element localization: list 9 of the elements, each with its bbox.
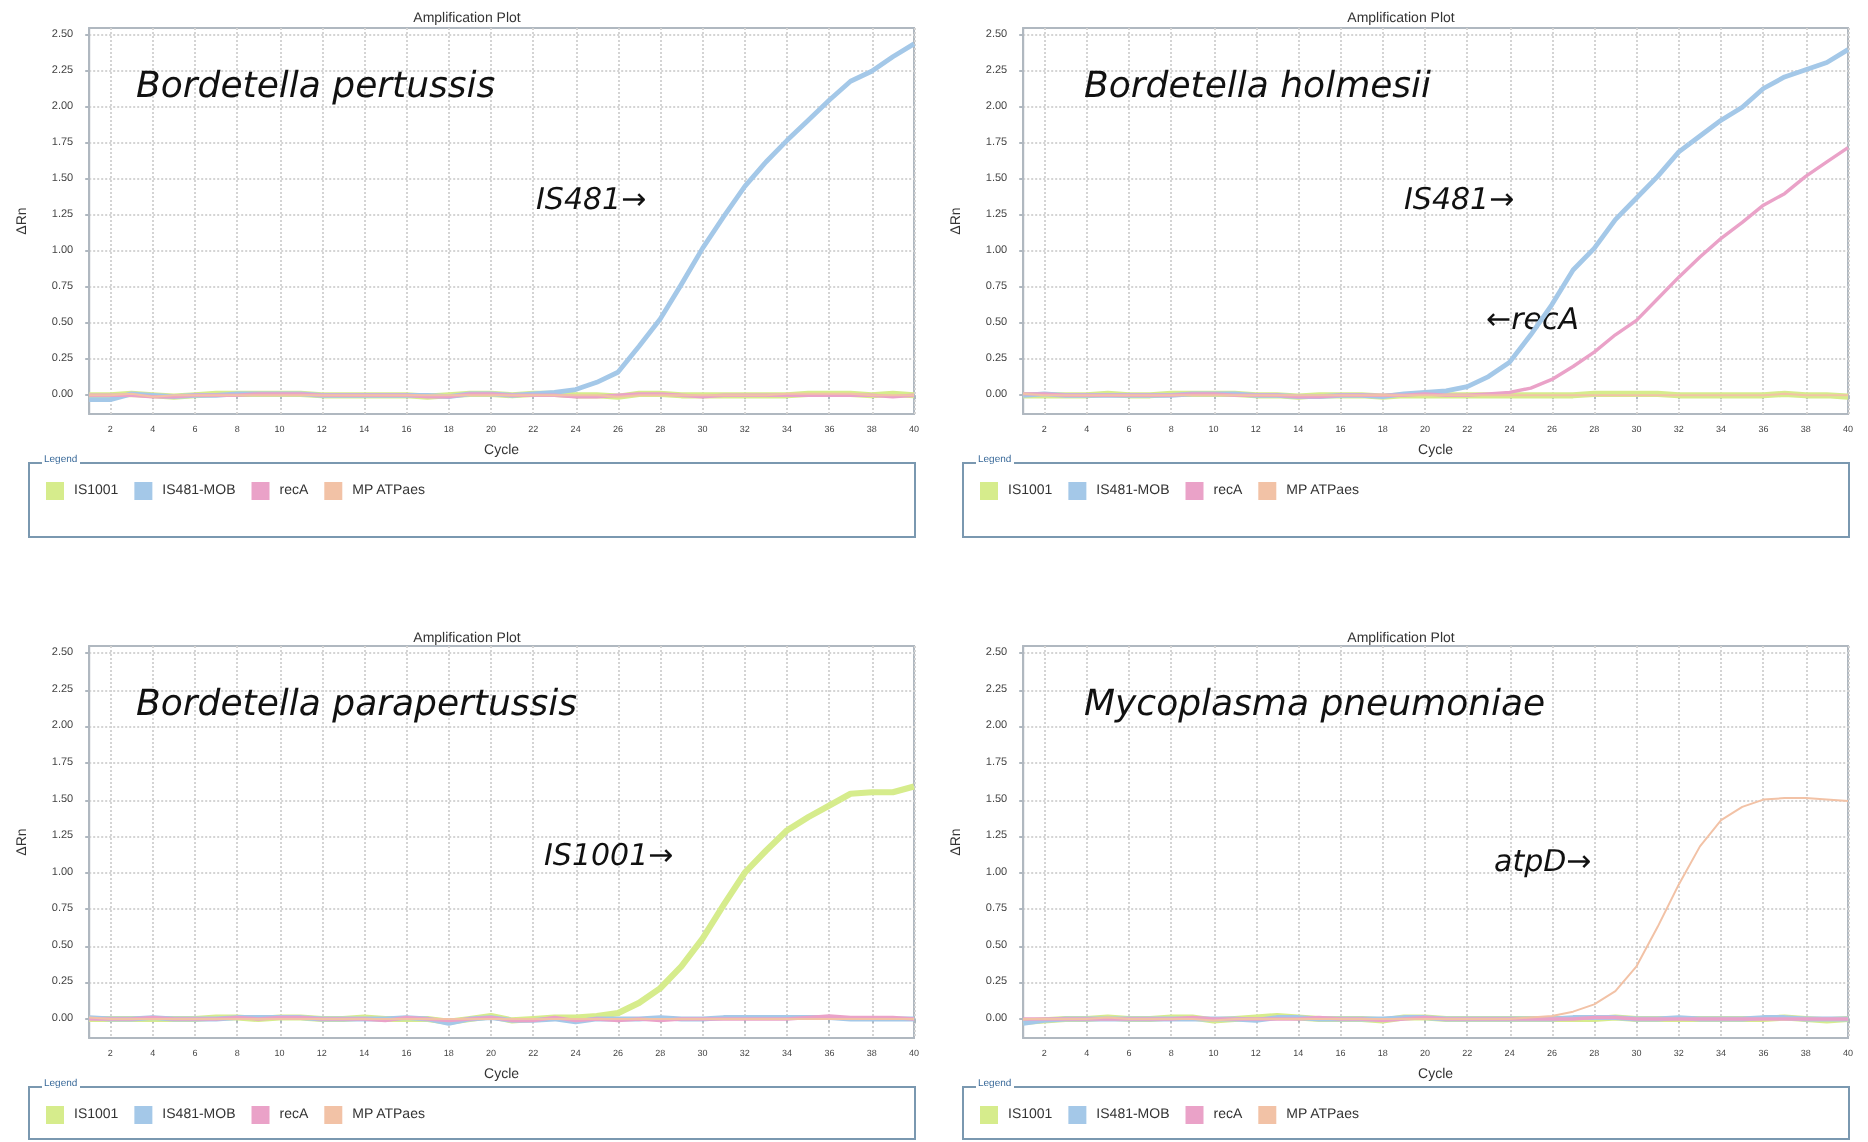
annotation: Bordetella parapertussis <box>136 683 578 725</box>
annotation: IS1001→ <box>544 837 674 873</box>
annotation: Bordetella pertussis <box>136 65 496 107</box>
annotation: IS481→ <box>1404 181 1515 217</box>
annotation: IS481→ <box>536 181 647 217</box>
annotation: Mycoplasma pneumoniae <box>1084 683 1546 725</box>
annotation: atpD→ <box>1494 843 1592 879</box>
annotation: ←recA <box>1486 301 1579 337</box>
annotation: Bordetella holmesii <box>1084 65 1432 107</box>
